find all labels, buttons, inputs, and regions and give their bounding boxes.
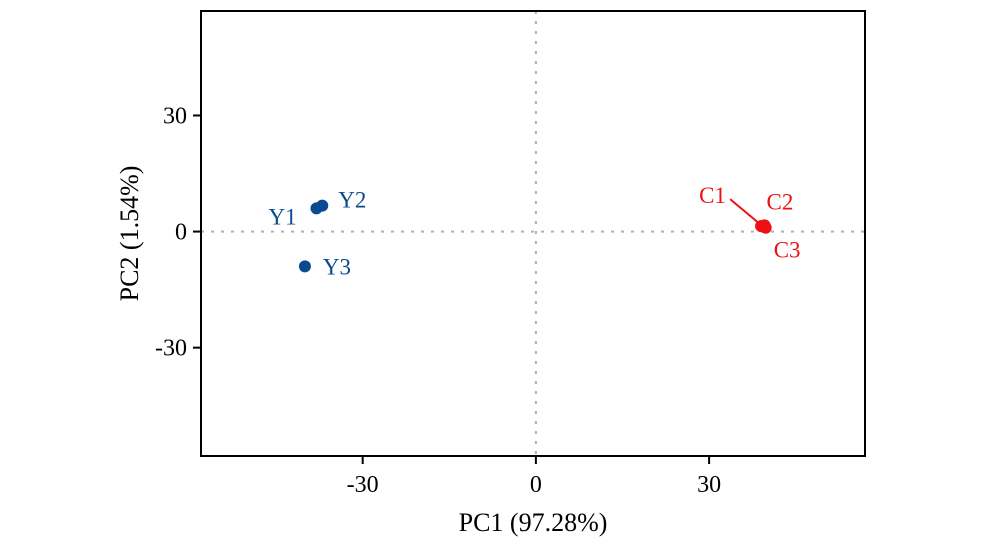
- x-tick-label: -30: [347, 472, 379, 498]
- plot-frame: [200, 10, 866, 457]
- x-tick-label: 0: [530, 472, 542, 498]
- y-tick-label: -30: [155, 336, 187, 362]
- label-y2: Y2: [338, 188, 366, 213]
- point-labels: Y1 Y2 Y3 C1 C2 C3: [268, 183, 800, 279]
- label-c1: C1: [699, 183, 726, 208]
- y-axis-label: PC2 (1.54%): [115, 166, 144, 302]
- data-points: [298, 199, 772, 273]
- label-y3: Y3: [323, 254, 351, 279]
- point-y2: [316, 199, 329, 212]
- x-tick-label: 30: [697, 472, 721, 498]
- x-axis-label: PC1 (97.28%): [459, 508, 608, 537]
- y-tick-label: 30: [163, 103, 187, 129]
- label-y1: Y1: [268, 204, 296, 229]
- label-c2: C2: [767, 189, 794, 214]
- c1-leader-line: [729, 198, 761, 225]
- y-tick-label: 0: [175, 220, 187, 246]
- point-c3: [759, 221, 772, 234]
- label-c3: C3: [774, 238, 801, 263]
- point-y3: [298, 260, 311, 273]
- axis-ticks: -30 0 30 30 0 -30: [155, 103, 721, 498]
- reference-lines: [201, 11, 865, 456]
